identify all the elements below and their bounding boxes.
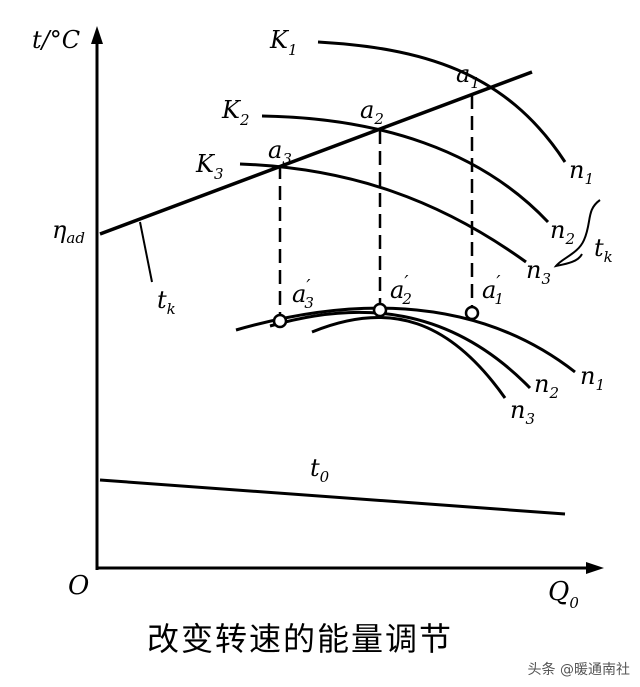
watermark: 头条 @暖通南社 xyxy=(527,662,630,678)
n2-upper-label: n2 xyxy=(550,216,575,248)
tk-brace-label: tk xyxy=(594,234,613,266)
n2-lower-label: n2 xyxy=(534,370,559,402)
a3-label: a3 xyxy=(268,136,292,168)
figure-caption: 改变转速的能量调节 xyxy=(146,620,453,658)
t0-line xyxy=(99,478,566,516)
point-a1-prime xyxy=(464,305,480,321)
tk-brace xyxy=(553,199,601,268)
eta-ad-label: ηad xyxy=(52,216,85,247)
y-axis-arrow xyxy=(91,26,103,44)
x-axis-label: Q0 xyxy=(548,577,579,612)
a1-prime-label: a′ 1 xyxy=(482,272,504,308)
a1-label: a1 xyxy=(456,60,480,92)
curve-lower-n2 xyxy=(269,310,532,390)
y-axis-label: t/°C xyxy=(32,26,80,54)
tk-line xyxy=(99,70,533,236)
n3-lower-label: n3 xyxy=(510,396,535,428)
point-a2-prime xyxy=(372,302,388,318)
n1-upper-label: n1 xyxy=(569,156,594,188)
point-a3-prime xyxy=(272,313,288,329)
t0-label: t0 xyxy=(310,454,330,486)
curve-K3-n3 xyxy=(239,162,527,264)
curve-K2-n2 xyxy=(261,114,550,224)
K2-label: K2 xyxy=(221,96,249,129)
K3-label: K3 xyxy=(195,150,223,183)
x-axis-arrow xyxy=(586,562,604,574)
tk-leader xyxy=(139,221,153,283)
curve-lower-n3 xyxy=(311,315,507,399)
origin-label: O xyxy=(68,571,89,601)
a2-label: a2 xyxy=(360,96,384,128)
K1-label: K1 xyxy=(269,26,297,59)
n1-lower-label: n1 xyxy=(580,362,605,394)
a3-prime-label: a′ 3 xyxy=(292,276,314,312)
a2-prime-label: a′ 2 xyxy=(390,272,412,308)
tk-label: tk xyxy=(157,286,176,318)
n3-upper-label: n3 xyxy=(526,256,551,288)
curve-K1-n1 xyxy=(317,40,567,163)
